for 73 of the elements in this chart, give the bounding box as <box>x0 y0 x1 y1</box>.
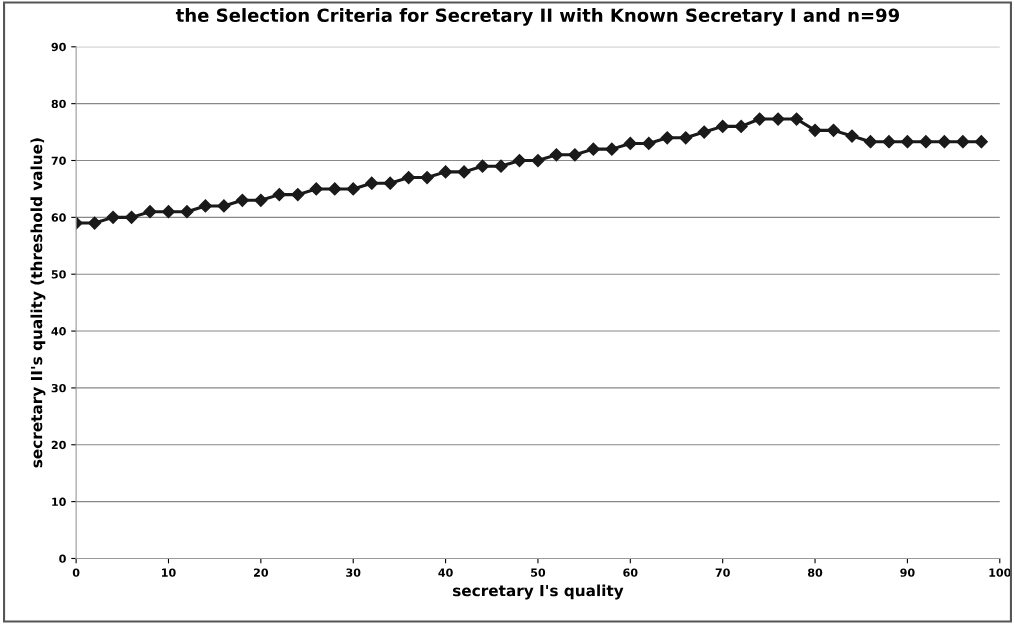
point <box>808 123 822 137</box>
x-tick-label: 90 <box>900 568 915 577</box>
x-tick-label: 60 <box>623 568 638 577</box>
y-tick-label: 50 <box>51 270 66 279</box>
point <box>697 125 711 139</box>
point <box>124 210 139 224</box>
point <box>605 142 619 156</box>
point <box>494 159 508 173</box>
point <box>365 176 379 190</box>
point <box>863 135 878 149</box>
point <box>438 165 453 179</box>
point <box>88 216 102 230</box>
point <box>937 135 951 149</box>
x-tick-label: 70 <box>715 568 730 577</box>
point <box>198 199 213 213</box>
point <box>346 182 360 196</box>
point <box>328 182 342 196</box>
y-tick-label: 30 <box>51 383 66 393</box>
point <box>531 153 545 168</box>
point <box>217 199 231 213</box>
point <box>586 142 600 156</box>
y-tick-label: 90 <box>51 42 66 52</box>
point <box>642 136 656 151</box>
point <box>900 135 914 149</box>
y-axis-title: secretary II's quality (threshold value) <box>30 138 46 468</box>
point <box>254 193 268 207</box>
point <box>771 112 785 126</box>
x-tick-label: 20 <box>254 568 269 577</box>
y-tick-label: 10 <box>52 497 66 507</box>
point <box>660 131 674 145</box>
x-tick-label: 100 <box>989 568 1011 577</box>
x-tick-label: 30 <box>346 568 361 577</box>
point <box>143 205 157 219</box>
point <box>789 112 804 126</box>
point <box>457 165 471 179</box>
point <box>291 188 305 202</box>
x-tick-label: 50 <box>531 568 546 577</box>
point <box>272 188 286 202</box>
x-tick-label: 40 <box>438 568 453 577</box>
point <box>956 135 970 149</box>
point <box>623 136 637 151</box>
x-tick-label: 0 <box>72 568 80 577</box>
point <box>512 153 527 168</box>
point <box>974 135 988 149</box>
point <box>549 148 564 162</box>
point <box>845 129 859 143</box>
point <box>568 148 582 162</box>
y-tick-label: 80 <box>51 99 66 109</box>
point <box>475 159 490 173</box>
y-tick-label: 40 <box>51 327 66 336</box>
point <box>753 112 767 126</box>
point <box>826 123 841 137</box>
point <box>180 205 194 219</box>
point <box>734 119 748 133</box>
point <box>679 131 693 145</box>
point <box>161 205 176 219</box>
point <box>716 119 730 133</box>
x-tick-label: 80 <box>807 568 823 577</box>
y-tick-label: 70 <box>51 156 66 165</box>
y-tick-label: 0 <box>59 554 66 563</box>
chart-title: the Selection Criteria for Secretary II with Known Secretary I and n=99 <box>175 8 900 26</box>
point <box>309 182 323 196</box>
point <box>106 210 120 224</box>
x-axis-title: secretary I's quality <box>453 584 624 600</box>
point <box>420 170 434 185</box>
y-tick-label: 20 <box>51 440 66 450</box>
point <box>235 193 249 207</box>
point <box>919 135 933 149</box>
point <box>402 170 416 185</box>
x-tick-label: 10 <box>162 568 176 577</box>
point <box>882 135 896 149</box>
point <box>383 176 397 190</box>
y-tick-label: 60 <box>51 213 66 222</box>
